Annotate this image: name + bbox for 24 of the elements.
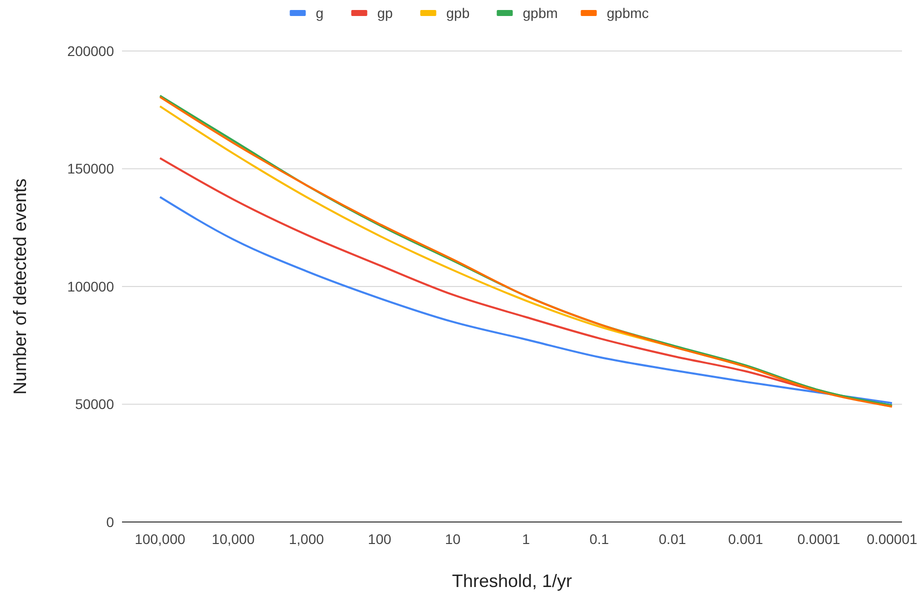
x-tick-label: 100,000 <box>134 531 186 547</box>
y-tick-label: 50000 <box>75 396 114 412</box>
x-tick-label: 0.01 <box>658 531 686 547</box>
x-tick-label: 10,000 <box>212 531 255 547</box>
x-tick-label: 1,000 <box>288 531 324 547</box>
y-axis-title: Number of detected events <box>10 178 30 395</box>
legend-label: gpb <box>446 4 470 21</box>
y-tick-label: 200000 <box>67 42 114 59</box>
x-tick-label: 0.001 <box>728 531 764 547</box>
x-tick-label: 1 <box>522 531 530 547</box>
x-tick-label: 0.0001 <box>797 531 840 547</box>
line-series <box>159 196 893 404</box>
y-tick-label: 150000 <box>67 160 114 177</box>
legend-label: gpbmc <box>606 4 649 21</box>
x-tick-label: 10 <box>445 531 461 547</box>
x-tick-label: 100 <box>368 531 392 547</box>
x-tick-label: 0.00001 <box>866 531 918 547</box>
x-axis-title: Threshold, 1/yr <box>452 571 572 591</box>
y-tick-label: 0 <box>106 514 114 530</box>
legend-label: gpbm <box>522 4 558 21</box>
legend-label: gp <box>377 4 394 21</box>
legend-label: g <box>316 4 324 21</box>
y-tick-label: 100000 <box>67 278 114 294</box>
x-tick-label: 0.1 <box>589 531 610 547</box>
